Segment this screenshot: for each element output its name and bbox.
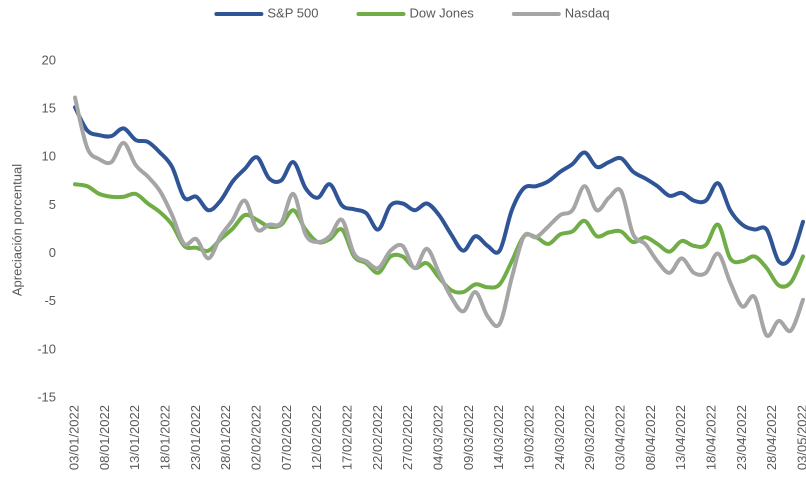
y-tick-label: -10 [37, 341, 56, 356]
y-tick-label: 5 [49, 197, 56, 212]
x-tick-label: 24/03/2022 [552, 405, 567, 470]
legend: S&P 500 Dow Jones Nasdaq [214, 5, 610, 20]
y-tick-label: 15 [42, 101, 56, 116]
y-tick-label: 10 [42, 149, 56, 164]
x-tick-label: 08/01/2022 [97, 405, 112, 470]
legend-label: Dow Jones [409, 5, 474, 20]
legend-label: Nasdaq [565, 5, 610, 20]
x-tick-label: 23/04/2022 [734, 405, 749, 470]
x-tick-label: 18/01/2022 [157, 405, 172, 470]
x-tick-label: 23/01/2022 [188, 405, 203, 470]
y-tick-label: -5 [44, 293, 56, 308]
x-tick-label: 03/01/2022 [66, 405, 81, 470]
x-tick-label: 03/05/2022 [794, 405, 806, 470]
data-line [73, 105, 805, 266]
x-tick-label: 28/01/2022 [218, 405, 233, 470]
x-tick-label: 17/02/2022 [339, 405, 354, 470]
x-tick-label: 14/03/2022 [491, 405, 506, 470]
data-line [73, 182, 805, 295]
legend-label: S&P 500 [267, 5, 318, 20]
y-tick-label: -15 [37, 389, 56, 404]
x-tick-label: 02/02/2022 [248, 405, 263, 470]
x-tick-label: 13/01/2022 [127, 405, 142, 470]
x-tick-label: 04/03/2022 [430, 405, 445, 470]
x-tick-label: 19/03/2022 [521, 405, 536, 470]
x-tick-label: 08/04/2022 [643, 405, 658, 470]
x-tick-label: 27/02/2022 [400, 405, 415, 470]
x-tick-label: 18/04/2022 [703, 405, 718, 470]
data-line [73, 95, 805, 338]
y-tick-label: 20 [42, 52, 56, 67]
x-tick-label: 28/04/2022 [764, 405, 779, 470]
x-tick-label: 03/04/2022 [612, 405, 627, 470]
x-tick-label: 07/02/2022 [279, 405, 294, 470]
x-tick-label: 29/03/2022 [582, 405, 597, 470]
x-tick-label: 22/02/2022 [370, 405, 385, 470]
x-tick-label: 13/04/2022 [673, 405, 688, 470]
y-axis-label: Apreciación porcentual [9, 164, 24, 296]
y-tick-label: 0 [49, 245, 56, 260]
x-tick-label: 12/02/2022 [309, 405, 324, 470]
x-tick-label: 09/03/2022 [461, 405, 476, 470]
